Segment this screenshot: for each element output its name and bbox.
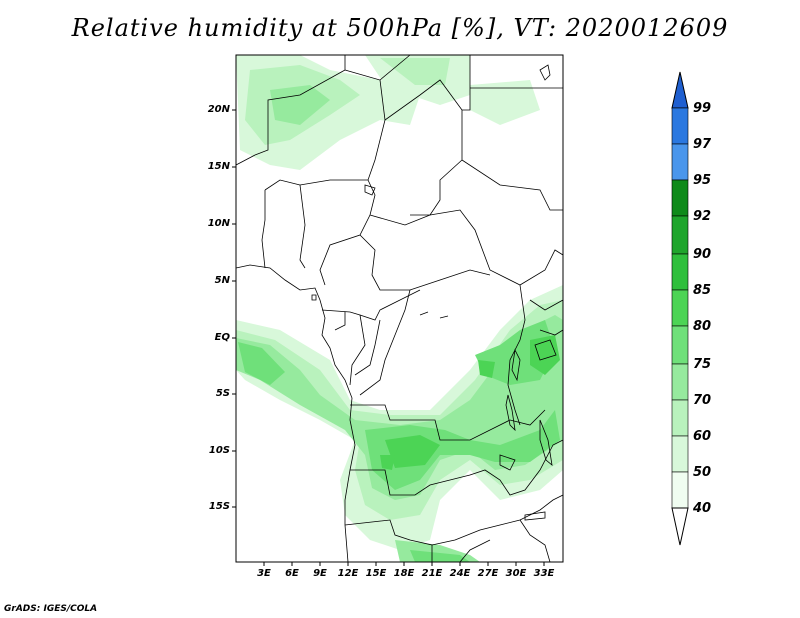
colorbar-label: 95 (693, 173, 712, 188)
colorbar-seg-70 (671, 363, 689, 401)
lat-label: 5S (215, 388, 230, 399)
colorbar-seg-90 (671, 215, 689, 255)
colorbar-label: 50 (693, 465, 712, 480)
colorbar (671, 71, 689, 546)
colorbar-label: 85 (693, 283, 712, 298)
lat-label: 15S (208, 501, 230, 512)
colorbar-label: 40 (693, 501, 712, 516)
lat-label: EQ (214, 332, 230, 343)
colorbar-label: 99 (693, 101, 712, 116)
lon-label: 12E (337, 568, 359, 579)
map-title: Relative humidity at 500hPa [%], VT: 202… (71, 14, 729, 42)
lon-label: 15E (365, 568, 387, 579)
lon-ticks (263, 562, 545, 566)
colorbar-seg-75 (671, 325, 689, 365)
colorbar-seg-95 (671, 143, 689, 181)
lon-label: 30E (505, 568, 527, 579)
colorbar-label: 97 (693, 137, 712, 152)
colorbar-label: 90 (693, 247, 712, 262)
lat-label: 5N (214, 275, 230, 286)
colorbar-seg-80 (671, 289, 689, 327)
lon-label: 6E (285, 568, 299, 579)
lon-label: 33E (533, 568, 555, 579)
lon-label: 21E (421, 568, 443, 579)
colorbar-seg-50 (671, 435, 689, 473)
humidity-shading (236, 55, 563, 562)
grads-credit: GrADS: IGES/COLA (4, 604, 98, 614)
lon-label: 3E (257, 568, 271, 579)
colorbar-top-arrow (671, 71, 689, 109)
colorbar-seg-85 (671, 253, 689, 291)
colorbar-label: 80 (693, 319, 712, 334)
lat-ticks (232, 109, 236, 508)
colorbar-seg-60 (671, 399, 689, 437)
lon-label: 27E (477, 568, 499, 579)
lon-label: 18E (393, 568, 415, 579)
colorbar-seg-92 (671, 179, 689, 217)
map-frame (235, 54, 564, 563)
lat-label: 10N (207, 218, 230, 229)
colorbar-seg-40 (671, 471, 689, 509)
lat-label: 20N (207, 104, 230, 115)
colorbar-label: 60 (693, 429, 712, 444)
colorbar-label: 92 (693, 209, 712, 224)
lon-label: 9E (313, 568, 327, 579)
lon-label: 24E (449, 568, 471, 579)
lat-label: 15N (207, 161, 230, 172)
colorbar-label: 75 (693, 357, 712, 372)
colorbar-label: 70 (693, 393, 712, 408)
colorbar-seg-97 (671, 107, 689, 145)
colorbar-bottom-arrow (671, 507, 689, 546)
lat-label: 10S (208, 445, 230, 456)
borders (235, 54, 564, 563)
